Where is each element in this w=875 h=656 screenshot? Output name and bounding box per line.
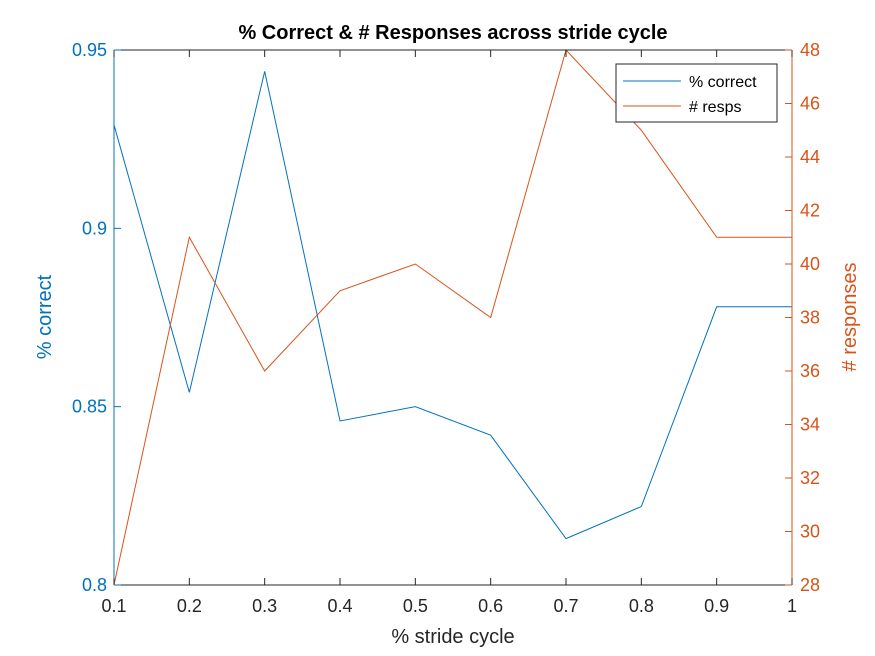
x-tick-label: 0.6 [478, 596, 503, 616]
left-y-tick-label: 0.85 [72, 397, 107, 417]
legend-label-correct: % correct [689, 74, 757, 91]
x-tick-label: 0.1 [101, 596, 126, 616]
left-y-tick-label: 0.9 [82, 218, 107, 238]
right-y-tick-label: 30 [800, 522, 820, 542]
left-axis-title: % correct [34, 274, 56, 359]
x-tick-label: 0.7 [553, 596, 578, 616]
right-y-tick-label: 28 [800, 575, 820, 595]
right-y-tick-label: 46 [800, 94, 820, 114]
x-tick-label: 0.9 [704, 596, 729, 616]
series-line-resps [113, 49, 792, 586]
right-y-tick-label: 40 [800, 254, 820, 274]
legend-box [615, 63, 778, 123]
right-y-tick-label: 38 [800, 308, 820, 328]
right-axis-title: # responses [839, 263, 861, 372]
x-tick-label: 0.4 [327, 596, 352, 616]
left-y-tick-label: 0.8 [82, 575, 107, 595]
x-tick-label: 1 [787, 596, 797, 616]
x-tick-label: 0.2 [177, 596, 202, 616]
right-y-tick-label: 34 [800, 415, 820, 435]
right-y-tick-label: 42 [800, 201, 820, 221]
x-tick-label: 0.5 [403, 596, 428, 616]
right-y-tick-label: 36 [800, 361, 820, 381]
right-y-tick-label: 48 [800, 40, 820, 60]
left-y-tick-label: 0.95 [72, 40, 107, 60]
legend: % correct # resps [615, 63, 778, 123]
ticks-layer: 0.1 0.2 0.3 0.4 0.5 0.6 0.7 0.8 0.9 1 0.8 0.85 0.9 0.… [72, 40, 820, 616]
chart-title: % Correct & # Responses across stride cy… [238, 22, 667, 44]
axes-layer [113, 49, 793, 586]
plot-area [114, 50, 792, 585]
series-line-correct [113, 71, 792, 540]
series-layer [113, 49, 792, 586]
x-tick-label: 0.3 [252, 596, 277, 616]
x-tick-label: 0.8 [629, 596, 654, 616]
right-y-tick-label: 44 [800, 147, 820, 167]
right-y-tick-label: 32 [800, 468, 820, 488]
legend-label-resps: # resps [689, 99, 741, 116]
x-axis-title: % stride cycle [391, 626, 514, 648]
